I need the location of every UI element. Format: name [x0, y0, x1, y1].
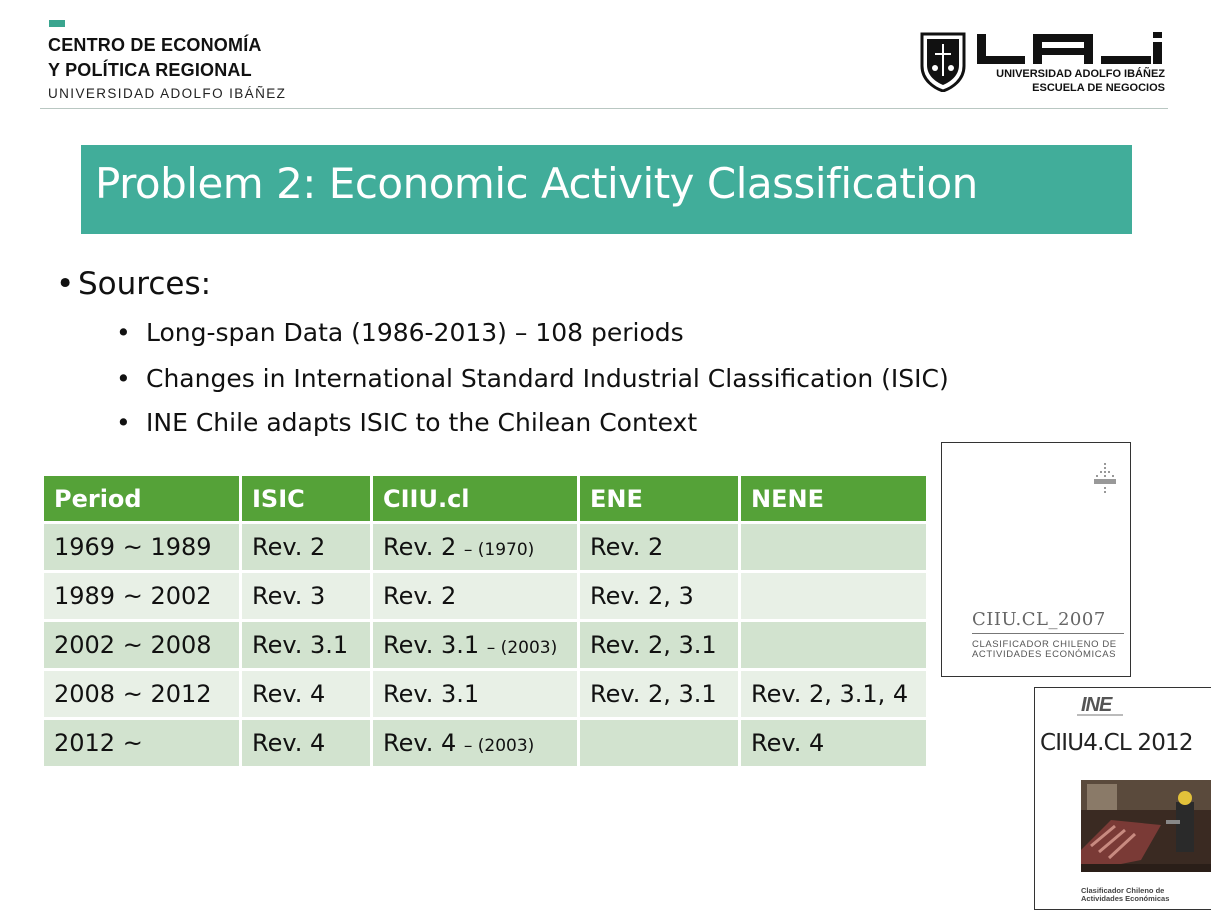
header-divider: [40, 108, 1168, 109]
sub-bullet-item: • Long-span Data (1986-2013) – 108 period…: [116, 318, 684, 347]
table-row: 1989 ~ 2002 Rev. 3 Rev. 2 Rev. 2, 3: [44, 573, 926, 619]
ine-logo-icon: [1094, 463, 1116, 493]
ciiu4-2012-cover-image: INE CIIU4.CL 2012 Clasificador Chileno d…: [1034, 687, 1211, 910]
cover2-title: CIIU4.CL 2012: [1040, 730, 1194, 756]
cell-nene: [741, 524, 926, 570]
brand-accent-mark: [49, 20, 65, 27]
cell-ciiu: Rev. 4 – (2003): [373, 720, 577, 766]
cell-ciiu: Rev. 2 – (1970): [373, 524, 577, 570]
header-ene: ENE: [580, 476, 738, 521]
cell-isic: Rev. 4: [242, 720, 370, 766]
uai-school: ESCUELA DE NEGOCIOS: [1032, 82, 1165, 94]
org-name-line2: Y POLÍTICA REGIONAL: [48, 60, 252, 80]
bullet-dot: •: [56, 266, 75, 302]
table-header-row: Period ISIC CIIU.cl ENE NENE: [44, 476, 926, 521]
header-ciiu: CIIU.cl: [373, 476, 577, 521]
cell-ene: Rev. 2: [580, 524, 738, 570]
ciiu-note: – (2003): [463, 736, 535, 756]
cover2-subtitle: Clasificador Chileno de Actividades Econ…: [1081, 887, 1169, 903]
ine-logo-underline: [1077, 714, 1123, 716]
ciiu-value: Rev. 2: [383, 582, 457, 610]
org-university: UNIVERSIDAD ADOLFO IBÁÑEZ: [48, 86, 287, 101]
cell-nene: [741, 622, 926, 668]
bullet-text: Sources:: [78, 266, 212, 302]
title-banner: Problem 2: Economic Activity Classificat…: [81, 145, 1132, 234]
ciiu-note: – (2003): [486, 638, 558, 658]
cell-ene: Rev. 2, 3.1: [580, 671, 738, 717]
industrial-worker-photo: [1081, 780, 1211, 872]
header-period: Period: [44, 476, 239, 521]
cover2-sub-line: Actividades Económicas: [1081, 894, 1170, 903]
cell-period: 1989 ~ 2002: [44, 573, 239, 619]
ciiu-value: Rev. 4: [383, 729, 457, 757]
cell-ene: [580, 720, 738, 766]
ciiu-value: Rev. 2: [383, 533, 457, 561]
cell-period: 1969 ~ 1989: [44, 524, 239, 570]
cell-isic: Rev. 3.1: [242, 622, 370, 668]
cover1-subtitle: CLASIFICADOR CHILENO DE ACTIVIDADES ECON…: [972, 640, 1117, 660]
sub-bullet-item: • INE Chile adapts ISIC to the Chilean Co…: [116, 408, 697, 437]
sub-bullet-text: INE Chile adapts ISIC to the Chilean Con…: [146, 408, 698, 437]
cell-nene: Rev. 4: [741, 720, 926, 766]
ciiu-value: Rev. 3.1: [383, 680, 480, 708]
cover1-title: CIIU.CL_2007: [972, 609, 1106, 630]
header-nene: NENE: [741, 476, 926, 521]
cover2-sub-line: Clasificador Chileno de: [1081, 886, 1165, 895]
cover1-sub-line: CLASIFICADOR CHILENO DE: [972, 639, 1117, 650]
cell-nene: Rev. 2, 3.1, 4: [741, 671, 926, 717]
cell-ciiu: Rev. 3.1: [373, 671, 577, 717]
table-row: 1969 ~ 1989 Rev. 2 Rev. 2 – (1970) Rev. …: [44, 524, 926, 570]
cell-period: 2008 ~ 2012: [44, 671, 239, 717]
ine-logo: INE: [1081, 694, 1112, 716]
cell-isic: Rev. 2: [242, 524, 370, 570]
sub-bullet-text: Changes in International Standard Indust…: [146, 364, 949, 393]
uai-crest-logo: [920, 32, 966, 92]
table-row: 2008 ~ 2012 Rev. 4 Rev. 3.1 Rev. 2, 3.1 …: [44, 671, 926, 717]
sub-bullet-item: • Changes in International Standard Indus…: [116, 364, 949, 393]
cell-ciiu: Rev. 3.1 – (2003): [373, 622, 577, 668]
bullet-sources: • Sources:: [56, 266, 211, 302]
sub-bullet-text: Long-span Data (1986-2013) – 108 periods: [146, 318, 684, 347]
bullet-dot: •: [116, 408, 131, 437]
cell-ciiu: Rev. 2: [373, 573, 577, 619]
cell-isic: Rev. 4: [242, 671, 370, 717]
slide-title: Problem 2: Economic Activity Classificat…: [95, 159, 978, 208]
table-row: 2012 ~ Rev. 4 Rev. 4 – (2003) Rev. 4: [44, 720, 926, 766]
uai-wordmark-logo: [977, 32, 1162, 64]
bullet-dot: •: [116, 318, 131, 347]
cell-period: 2002 ~ 2008: [44, 622, 239, 668]
header-isic: ISIC: [242, 476, 370, 521]
cover1-sub-line: ACTIVIDADES ECONÓMICAS: [972, 649, 1117, 660]
cell-period: 2012 ~: [44, 720, 239, 766]
org-name-line1: CENTRO DE ECONOMÍA: [48, 35, 262, 55]
cell-isic: Rev. 3: [242, 573, 370, 619]
cover1-rule: [972, 633, 1124, 634]
uai-name: UNIVERSIDAD ADOLFO IBÁÑEZ: [996, 68, 1165, 80]
bullet-dot: •: [116, 364, 131, 393]
table-row: 2002 ~ 2008 Rev. 3.1 Rev. 3.1 – (2003) R…: [44, 622, 926, 668]
cell-ene: Rev. 2, 3.1: [580, 622, 738, 668]
ciiu-2007-cover-image: CIIU.CL_2007 CLASIFICADOR CHILENO DE ACT…: [941, 442, 1131, 677]
ciiu-value: Rev. 3.1: [383, 631, 480, 659]
classification-table: Period ISIC CIIU.cl ENE NENE 1969 ~ 1989…: [41, 473, 929, 769]
cell-ene: Rev. 2, 3: [580, 573, 738, 619]
ciiu-note: – (1970): [463, 540, 535, 560]
cell-nene: [741, 573, 926, 619]
